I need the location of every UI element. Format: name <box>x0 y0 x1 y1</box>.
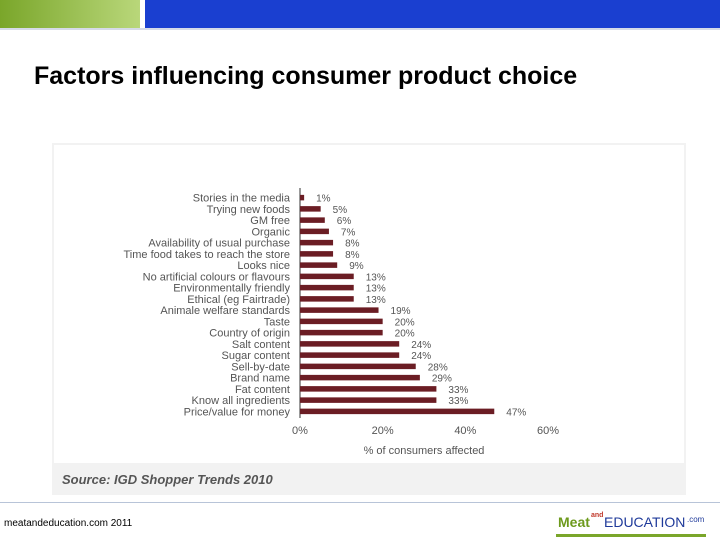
category-label: Time food takes to reach the store <box>123 249 290 261</box>
bar <box>300 341 400 347</box>
logo-com-text: .com <box>687 515 705 524</box>
header-bar-green <box>0 0 140 28</box>
logo-education-text: EDUCATION <box>604 514 686 530</box>
bar <box>300 374 420 381</box>
bar <box>300 217 325 223</box>
value-label: 19% <box>391 306 411 317</box>
value-label: 8% <box>345 250 360 261</box>
category-label: Sugar content <box>222 350 291 362</box>
value-label: 13% <box>366 284 386 295</box>
value-label: 9% <box>349 261 364 272</box>
bar <box>300 397 437 403</box>
category-label: Ethical (eg Fairtrade) <box>187 294 290 306</box>
category-label: Availability of usual purchase <box>148 238 290 250</box>
value-label: 1% <box>316 194 331 205</box>
slide-title: Factors influencing consumer product cho… <box>34 62 578 90</box>
header-bar-gap <box>140 0 145 28</box>
category-label: Looks nice <box>237 260 290 272</box>
bar <box>300 352 400 358</box>
value-label: 8% <box>345 239 360 250</box>
value-label: 24% <box>411 340 431 351</box>
category-label: Taste <box>264 316 290 328</box>
category-label: Organic <box>251 226 290 238</box>
category-label: Know all ingredients <box>192 395 291 407</box>
logo-and-text: and <box>591 512 604 519</box>
bar <box>300 206 321 212</box>
chart-area: Stories in the media 1% Trying new foods 5%… <box>54 145 684 463</box>
value-label: 13% <box>366 272 386 283</box>
value-label: 28% <box>428 362 448 373</box>
x-axis-title: % of consumers affected <box>364 445 485 457</box>
category-label: Salt content <box>232 339 290 351</box>
value-label: 20% <box>395 329 415 340</box>
value-label: 6% <box>337 216 352 227</box>
value-label: 7% <box>341 227 356 238</box>
bar <box>300 386 437 392</box>
value-label: 20% <box>395 317 415 328</box>
bar <box>300 251 334 257</box>
brand-logo[interactable]: Meat and EDUCATION .com <box>556 510 708 538</box>
bar <box>300 363 416 370</box>
category-label: GM free <box>250 215 290 227</box>
category-label: No artificial colours or flavours <box>143 271 291 283</box>
category-label: Fat content <box>235 384 290 396</box>
header-divider <box>0 28 720 30</box>
footer-divider <box>0 502 720 503</box>
footer-copyright: meatandeducation.com 2011 <box>4 518 133 529</box>
category-label: Environmentally friendly <box>173 283 290 295</box>
value-label: 33% <box>448 396 468 407</box>
header-bar-blue <box>145 0 720 28</box>
category-label: Animale welfare standards <box>160 305 290 317</box>
category-label: Sell-by-date <box>231 361 290 373</box>
bar-chart: Stories in the media 1% Trying new foods 5%… <box>123 188 559 457</box>
value-label: 24% <box>411 351 431 362</box>
category-label: Brand name <box>230 373 290 385</box>
category-label: Stories in the media <box>193 193 291 205</box>
logo-underline <box>556 534 706 537</box>
chart-frame: Stories in the media 1% Trying new foods 5%… <box>52 143 686 495</box>
category-label: Trying new foods <box>207 204 291 216</box>
bar <box>300 318 383 325</box>
x-tick-label: 0% <box>292 425 308 437</box>
value-label: 47% <box>506 407 526 418</box>
category-label: Country of origin <box>209 328 290 340</box>
bar <box>300 284 354 291</box>
chart-source: Source: IGD Shopper Trends 2010 <box>62 472 273 487</box>
bar <box>300 194 305 201</box>
value-label: 33% <box>448 385 468 396</box>
x-tick-label: 60% <box>537 425 559 437</box>
bar <box>300 273 354 280</box>
bar <box>300 296 354 302</box>
bar <box>300 329 383 336</box>
bar <box>300 408 495 415</box>
x-tick-label: 20% <box>372 425 394 437</box>
value-label: 13% <box>366 295 386 306</box>
value-label: 5% <box>333 205 348 216</box>
bar <box>300 228 329 235</box>
bar <box>300 307 379 313</box>
logo-meat-text: Meat <box>558 514 590 530</box>
x-tick-label: 40% <box>454 425 476 437</box>
category-label: Price/value for money <box>184 406 291 418</box>
bar <box>300 262 338 268</box>
bar <box>300 239 334 246</box>
value-label: 29% <box>432 374 452 385</box>
